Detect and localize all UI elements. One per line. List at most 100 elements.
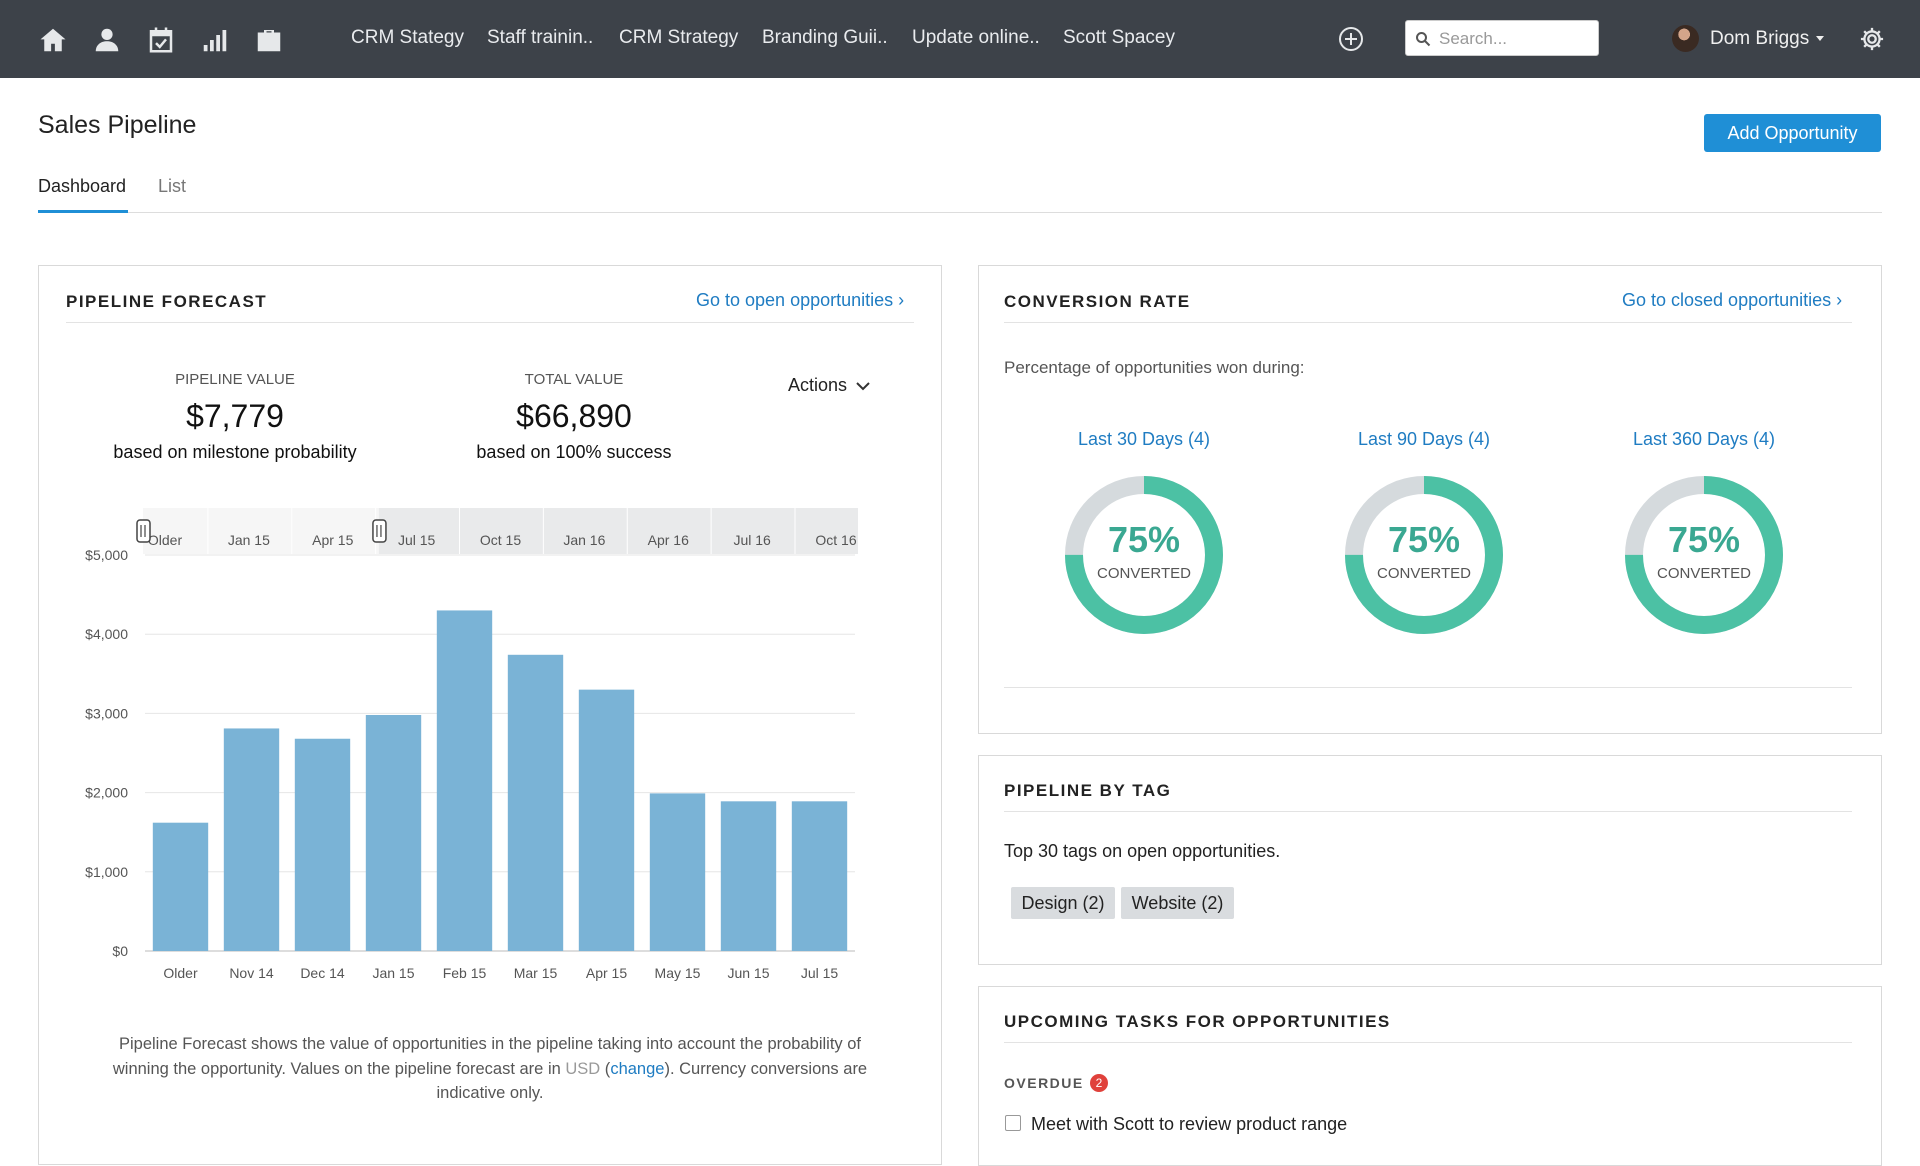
closed-opportunities-link[interactable]: Go to closed opportunities ›: [1622, 290, 1843, 310]
total-value: $66,890: [516, 398, 632, 434]
gear-icon[interactable]: [1858, 25, 1886, 53]
open-tab-item[interactable]: CRM Strategy: [619, 27, 739, 48]
x-tick-label: Jun 15: [727, 965, 769, 981]
chart-bars: [152, 610, 848, 951]
conversion-percent: 75%: [1387, 519, 1461, 560]
x-tick-label: Feb 15: [443, 965, 487, 981]
navigator-handle[interactable]: [136, 519, 151, 543]
search-box[interactable]: [1405, 20, 1599, 57]
tabs-divider: [38, 212, 1882, 213]
tab-list[interactable]: List: [158, 176, 187, 196]
conversion-percent: 75%: [1667, 519, 1741, 560]
conversion-donut-360: 75% CONVERTED: [1624, 475, 1784, 635]
open-opportunities-link[interactable]: Go to open opportunities ›: [696, 290, 905, 310]
currency-code: USD: [565, 1059, 601, 1078]
y-tick-label: $1,000: [85, 864, 128, 880]
donut-ring: [1345, 476, 1503, 634]
chart-bar[interactable]: [507, 654, 564, 951]
navigator-label: Jan 15: [228, 532, 270, 548]
navigator-label: Older: [148, 532, 183, 548]
x-tick-label: Nov 14: [229, 965, 274, 981]
avatar[interactable]: [1672, 25, 1699, 52]
navigator-label: Jul 15: [398, 532, 436, 548]
chart-bar[interactable]: [791, 801, 848, 951]
home-icon[interactable]: [37, 24, 69, 56]
pipeline-forecast-chart: Older Jan 15 Apr 15 Jul 15 Oct 15 Jan 16 Apr 1…: [85, 508, 858, 981]
actions-dropdown[interactable]: Actions: [788, 375, 871, 396]
pipeline-value: $7,779: [186, 398, 284, 434]
open-tab-item[interactable]: Branding Guii..: [762, 27, 888, 48]
chart-bar[interactable]: [223, 728, 280, 951]
open-tab-item[interactable]: Staff trainin..: [487, 27, 594, 48]
card-divider: [1004, 1042, 1852, 1043]
search-input[interactable]: [1437, 21, 1596, 57]
open-tab-item[interactable]: CRM Stategy: [351, 27, 464, 48]
y-tick-label: $4,000: [85, 626, 128, 642]
open-tab-item[interactable]: Scott Spacey: [1063, 27, 1175, 48]
card-title: UPCOMING TASKS FOR OPPORTUNITIES: [1004, 1012, 1391, 1031]
change-currency-link[interactable]: change: [610, 1059, 665, 1078]
pipeline-value-note: based on milestone probability: [113, 442, 357, 462]
x-tick-label: Jul 15: [801, 965, 839, 981]
navigator-handle[interactable]: [372, 519, 387, 543]
chevron-down-icon[interactable]: [1816, 36, 1824, 41]
pipeline-value-label: PIPELINE VALUE: [175, 371, 295, 388]
chart-navigator[interactable]: Older Jan 15 Apr 15 Jul 15 Oct 15 Jan 16 Apr 1…: [136, 508, 858, 554]
tag-design[interactable]: Design (2): [1011, 887, 1115, 919]
open-tab-item[interactable]: Update online..: [912, 27, 1040, 48]
period-90-days-link[interactable]: Last 90 Days (4): [1357, 429, 1491, 449]
pipeline-by-tag-card: [978, 755, 1882, 965]
period-360-days-link[interactable]: Last 360 Days (4): [1632, 429, 1776, 449]
cases-icon[interactable]: [253, 24, 285, 56]
x-tick-label: Mar 15: [514, 965, 558, 981]
task-checkbox[interactable]: [1005, 1115, 1021, 1131]
contacts-icon[interactable]: [91, 24, 123, 56]
user-name[interactable]: Dom Briggs: [1710, 28, 1810, 49]
navigator-window[interactable]: [143, 508, 379, 554]
task-title[interactable]: Meet with Scott to review product range: [1031, 1114, 1348, 1134]
x-tick-label: Apr 15: [586, 965, 627, 981]
navigator-label: Apr 16: [648, 532, 689, 548]
active-tab-indicator: [38, 210, 128, 213]
card-divider: [1004, 687, 1852, 688]
tag-website[interactable]: Website (2): [1121, 887, 1234, 919]
x-tick-label: Jan 15: [372, 965, 414, 981]
navigator-label: Jul 16: [733, 532, 771, 548]
search-icon: [1416, 32, 1431, 47]
top-navigation-bar: CRM Stategy Staff trainin.. CRM Strategy…: [0, 0, 1920, 78]
add-plus-icon[interactable]: [1338, 26, 1364, 52]
card-divider: [1004, 322, 1852, 323]
donut-progress-arc: [1345, 476, 1503, 634]
overdue-label: OVERDUE: [1004, 1075, 1084, 1091]
conversion-donut-90: 75% CONVERTED: [1344, 475, 1504, 635]
chart-bar[interactable]: [294, 738, 351, 951]
total-value-label: TOTAL VALUE: [524, 371, 624, 388]
y-tick-label: $3,000: [85, 705, 128, 721]
chart-bar[interactable]: [649, 793, 706, 951]
chart-bar[interactable]: [578, 689, 635, 951]
chart-bar[interactable]: [152, 822, 209, 951]
conversion-description: Percentage of opportunities won during:: [1004, 358, 1305, 377]
footnote-text: Pipeline Forecast shows the value of opp…: [112, 1035, 862, 1078]
overdue-count-badge: 2: [1090, 1074, 1108, 1092]
chart-footnote: Pipeline Forecast shows the value of opp…: [100, 1032, 880, 1106]
chart-bar[interactable]: [436, 610, 493, 951]
donut-ring: [1065, 476, 1223, 634]
card-title: PIPELINE FORECAST: [66, 292, 268, 311]
card-title: CONVERSION RATE: [1004, 292, 1191, 311]
add-opportunity-button[interactable]: Add Opportunity: [1704, 114, 1881, 152]
donut-progress-arc: [1625, 476, 1783, 634]
chart-bar[interactable]: [365, 714, 422, 951]
reports-icon[interactable]: [199, 24, 231, 56]
actions-label: Actions: [788, 375, 848, 395]
donut-ring: [1625, 476, 1783, 634]
donut-progress-arc: [1065, 476, 1223, 634]
conversion-donut-30: 75% CONVERTED: [1064, 475, 1224, 635]
calendar-icon[interactable]: [145, 24, 177, 56]
tab-dashboard[interactable]: Dashboard: [38, 176, 127, 196]
chart-bar[interactable]: [720, 801, 777, 951]
period-30-days-link[interactable]: Last 30 Days (4): [1077, 429, 1211, 449]
conversion-caption: CONVERTED: [1097, 565, 1191, 582]
chevron-down-icon: [856, 382, 870, 391]
conversion-caption: CONVERTED: [1377, 565, 1471, 582]
